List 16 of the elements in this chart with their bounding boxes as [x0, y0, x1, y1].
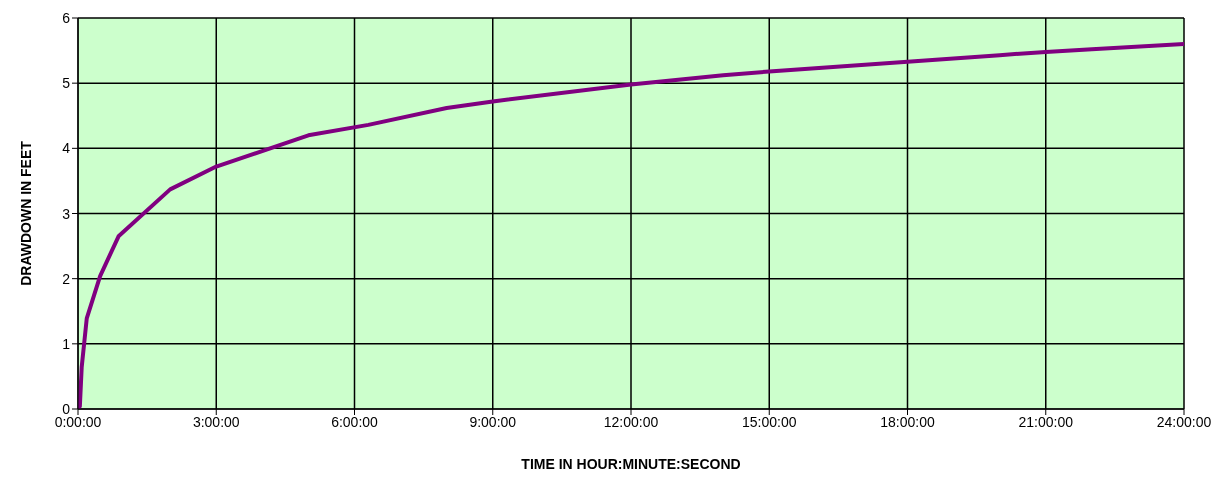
y-tick-label: 2 — [62, 270, 71, 287]
x-tick-label: 3:00:00 — [192, 413, 240, 430]
y-tick-label: 3 — [62, 205, 71, 222]
y-tick-label: 4 — [62, 140, 71, 157]
y-tick-label: 1 — [62, 335, 71, 352]
x-tick-label: 21:00:00 — [1018, 413, 1074, 430]
x-tick-label: 6:00:00 — [331, 413, 379, 430]
x-axis-title: TIME IN HOUR:MINUTE:SECOND — [521, 456, 741, 472]
x-tick-label: 18:00:00 — [880, 413, 935, 430]
y-tick-label: 5 — [62, 75, 71, 92]
x-tick-label: 12:00:00 — [603, 413, 659, 430]
x-tick-label: 15:00:00 — [742, 413, 797, 430]
x-tick-label: 24:00:00 — [1156, 413, 1212, 430]
y-tick-label: 6 — [62, 10, 71, 26]
x-tick-label: 9:00:00 — [469, 413, 517, 430]
y-axis-title: DRAWDOWN IN FEET — [17, 140, 34, 286]
